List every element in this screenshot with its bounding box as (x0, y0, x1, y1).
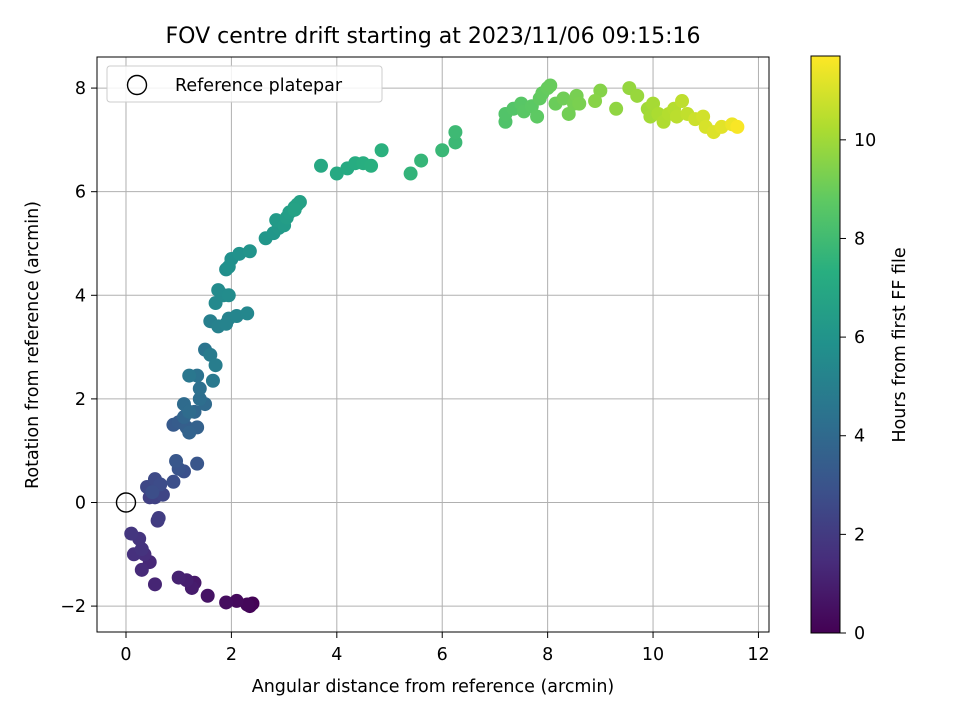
colorbar-tick-label: 0 (854, 624, 865, 644)
data-point (669, 109, 684, 124)
data-point (166, 474, 181, 489)
colorbar-tick-label: 2 (854, 525, 865, 545)
x-tick-label: 10 (642, 645, 664, 665)
data-point (287, 202, 302, 217)
data-point (232, 246, 247, 261)
x-tick-label: 12 (747, 645, 769, 665)
data-point (219, 595, 234, 610)
data-point (240, 597, 255, 612)
data-point (374, 143, 389, 158)
y-axis: −2 0 2 4 6 8 (60, 79, 97, 617)
data-point (145, 485, 160, 500)
y-tick-label: −2 (60, 597, 86, 617)
legend-box (106, 65, 383, 103)
colorbar-tick-label: 10 (854, 131, 876, 151)
data-point (192, 391, 207, 406)
y-tick-label: 0 (75, 493, 86, 513)
data-point (588, 94, 603, 109)
data-point (182, 425, 197, 440)
reference-point (115, 492, 137, 513)
x-axis-label: Angular distance from reference (arcmin) (252, 677, 615, 697)
data-point (403, 166, 418, 181)
y-tick-label: 4 (75, 286, 86, 306)
data-points (124, 78, 745, 614)
data-point (151, 511, 166, 526)
y-tick-label: 2 (75, 390, 86, 410)
data-point (182, 404, 197, 419)
data-point (192, 381, 207, 396)
colorbar-tick-label: 8 (854, 229, 865, 249)
data-point (543, 78, 558, 93)
data-point (229, 309, 244, 324)
legend[interactable]: Reference platepar (106, 65, 383, 103)
data-point (730, 119, 745, 134)
data-point (314, 158, 328, 173)
data-point (221, 259, 236, 274)
data-point (364, 158, 379, 173)
y-axis-label: Rotation from reference (arcmin) (23, 201, 43, 489)
x-tick-label: 4 (331, 645, 342, 665)
colorbar-ticks: 0 2 4 6 8 10 (840, 131, 876, 644)
data-point (190, 456, 205, 471)
data-point (448, 135, 463, 150)
data-point (329, 166, 344, 181)
legend-marker (126, 74, 148, 96)
data-point (609, 101, 624, 116)
data-point (169, 454, 184, 469)
data-point (203, 347, 218, 362)
data-point (208, 358, 223, 373)
colorbar: 0 2 4 6 8 10 Hours from first FF file (810, 55, 910, 644)
colorbar-label: Hours from first FF file (890, 247, 910, 442)
data-point (205, 373, 220, 388)
data-point (124, 526, 139, 541)
x-tick-label: 0 (120, 645, 131, 665)
data-point (229, 593, 244, 608)
data-point (556, 91, 571, 106)
x-tick-label: 8 (542, 645, 553, 665)
data-point (240, 306, 255, 321)
data-point (182, 368, 197, 383)
data-point (147, 577, 162, 592)
y-tick-label: 6 (75, 183, 86, 203)
chart-title: FOV centre drift starting at 2023/11/06 … (166, 24, 701, 49)
data-point (134, 562, 149, 577)
data-point (221, 288, 236, 303)
legend-label: Reference platepar (175, 76, 343, 96)
data-point (593, 83, 608, 98)
data-point (200, 588, 215, 603)
x-tick-label: 6 (437, 645, 448, 665)
data-point (171, 570, 186, 585)
colorbar-tick-label: 6 (854, 328, 865, 348)
data-point (572, 96, 587, 111)
grid-lines (97, 57, 769, 632)
data-point (646, 96, 661, 111)
x-axis: 0 2 4 6 8 10 12 (120, 632, 770, 665)
data-point (561, 106, 576, 121)
data-point (211, 283, 226, 298)
colorbar-tick-label: 4 (854, 427, 865, 447)
x-tick-label: 2 (226, 645, 237, 665)
data-point (675, 94, 690, 109)
data-point (448, 125, 463, 140)
data-point (242, 244, 257, 259)
plot-frame (96, 56, 770, 633)
data-point (219, 316, 234, 331)
data-point (414, 153, 429, 168)
data-point (714, 119, 729, 134)
data-point (630, 88, 645, 103)
colorbar-gradient (810, 55, 841, 634)
data-point (530, 109, 545, 124)
data-point (435, 143, 450, 158)
y-tick-label: 8 (75, 79, 86, 99)
